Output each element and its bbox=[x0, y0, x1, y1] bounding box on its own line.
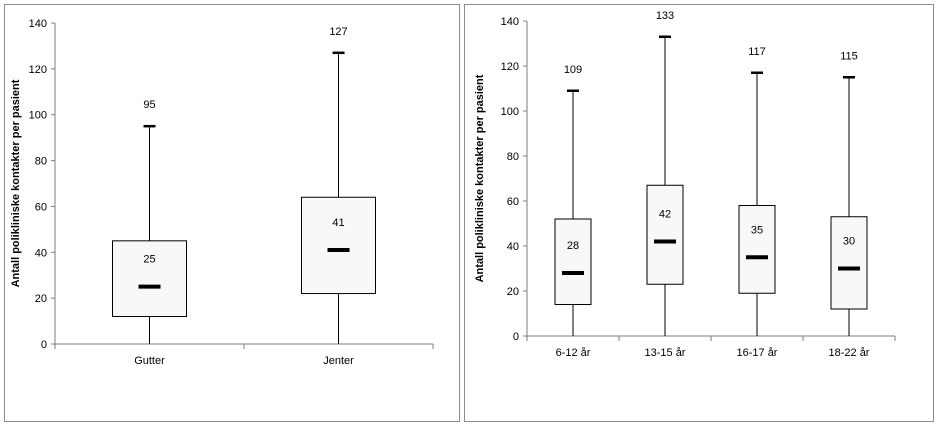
y-tick-label: 60 bbox=[507, 196, 519, 208]
median-label: 28 bbox=[567, 240, 579, 252]
y-tick-label: 100 bbox=[501, 106, 519, 118]
max-label: 117 bbox=[748, 46, 766, 58]
iqr-box bbox=[646, 184, 684, 285]
box-13-15 år: 42 133 13-15 år bbox=[645, 10, 686, 359]
y-tick-label: 100 bbox=[29, 110, 47, 122]
box-Jenter: 41 127 Jenter bbox=[301, 26, 376, 367]
chart-panel-gender: Antall polikliniske kontakter per pasien… bbox=[4, 4, 460, 422]
box-6-12 år: 28 109 6-12 år bbox=[554, 64, 592, 359]
max-label: 95 bbox=[143, 99, 155, 111]
y-tick-label: 40 bbox=[507, 241, 519, 253]
y-tick-label: 80 bbox=[35, 156, 47, 168]
median-label: 41 bbox=[332, 217, 344, 229]
chart-gender-svg: Antall polikliniske kontakter per pasien… bbox=[10, 18, 434, 367]
x-category-label: 18-22 år bbox=[829, 347, 870, 359]
max-label: 115 bbox=[840, 50, 858, 62]
median-label: 35 bbox=[751, 224, 763, 236]
median-label: 42 bbox=[659, 209, 671, 221]
x-category-label: 13-15 år bbox=[645, 347, 686, 359]
max-label: 133 bbox=[656, 10, 674, 22]
y-tick-label: 40 bbox=[35, 247, 47, 259]
y-tick-label: 0 bbox=[41, 339, 47, 351]
x-category-label: Jenter bbox=[323, 355, 354, 367]
chart-0-plot: Antall polikliniske kontakter per pasien… bbox=[10, 18, 434, 351]
box-Gutter: 25 95 Gutter bbox=[112, 99, 187, 367]
chart-1-plot: Antall polikliniske kontakter per pasien… bbox=[474, 16, 896, 343]
y-tick-label: 60 bbox=[35, 201, 47, 213]
y-tick-label: 0 bbox=[513, 331, 519, 343]
x-category-label: Gutter bbox=[134, 355, 165, 367]
y-axis-label: Antall polikliniske kontakter per pasien… bbox=[474, 74, 486, 282]
median-label: 30 bbox=[843, 236, 855, 248]
y-tick-label: 120 bbox=[29, 64, 47, 76]
max-label: 109 bbox=[564, 64, 582, 76]
y-tick-label: 120 bbox=[501, 61, 519, 73]
max-label: 127 bbox=[329, 26, 347, 38]
x-category-label: 6-12 år bbox=[556, 347, 591, 359]
y-tick-label: 140 bbox=[29, 18, 47, 30]
y-tick-label: 20 bbox=[507, 286, 519, 298]
y-tick-label: 140 bbox=[501, 16, 519, 28]
iqr-box bbox=[112, 240, 187, 317]
box-18-22 år: 30 115 18-22 år bbox=[829, 50, 870, 359]
iqr-box bbox=[554, 218, 592, 305]
iqr-box bbox=[830, 216, 868, 310]
chart-age-svg: Antall polikliniske kontakter per pasien… bbox=[474, 10, 896, 359]
box-16-17 år: 35 117 16-17 år bbox=[737, 46, 778, 359]
y-tick-label: 20 bbox=[35, 293, 47, 305]
iqr-box bbox=[301, 196, 376, 295]
chart-panel-age: Antall polikliniske kontakter per pasien… bbox=[464, 4, 934, 422]
y-tick-label: 80 bbox=[507, 151, 519, 163]
median-label: 25 bbox=[143, 254, 155, 266]
y-axis-label: Antall polikliniske kontakter per pasien… bbox=[10, 79, 22, 287]
x-category-label: 16-17 år bbox=[737, 347, 778, 359]
iqr-box bbox=[738, 205, 776, 294]
